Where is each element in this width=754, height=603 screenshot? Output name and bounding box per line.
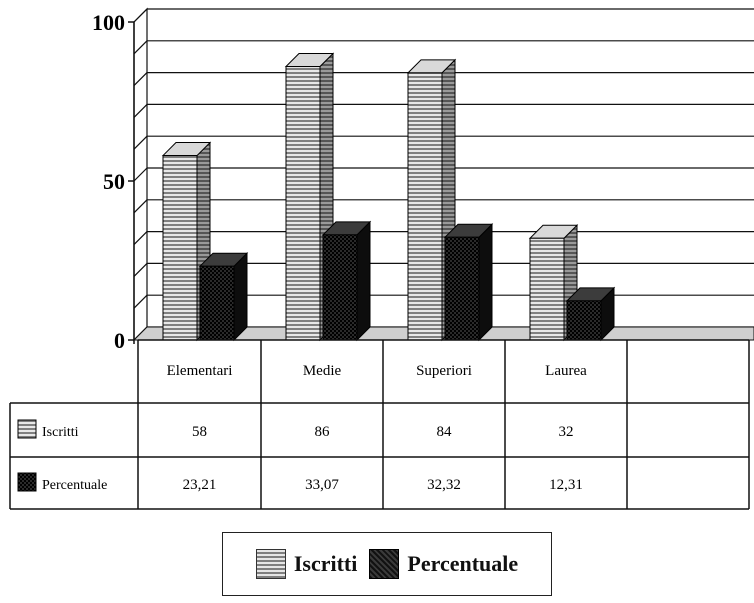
table-swatch-percentuale [17,472,37,492]
gridline-side [133,72,148,87]
data-label: 32 [559,424,574,440]
data-label: 84 [437,424,453,440]
y-tick-label: 0 [114,328,125,353]
gridline-side [133,103,148,118]
bar-percentuale [322,234,358,341]
legend-item-percentuale: Percentuale [369,549,518,579]
legend-swatch-iscritti [255,549,286,579]
gridline-side [133,231,148,246]
legend-swatch-percentuale [369,549,400,579]
bar-side-percentuale [233,251,248,342]
y-axis: 0 50 100 [92,10,134,353]
category-label: Superiori [416,363,472,379]
gridline-side [133,8,148,23]
table-row-label-iscritti: Iscritti [42,425,79,440]
gridline-side [133,135,148,150]
y-tick-label: 100 [92,10,125,35]
data-label: 86 [315,424,331,440]
legend-item-iscritti: Iscritti [255,549,358,579]
legend: Iscritti Percentuale [222,532,552,596]
data-label: 12,31 [549,477,583,493]
table-row-label-percentuale: Percentuale [42,478,107,493]
gridline-side [133,167,148,182]
bar-percentuale [199,265,235,341]
gridline-side [133,262,148,277]
bar-side-percentuale [356,220,371,342]
category-label: Laurea [545,363,587,379]
table-swatch-iscritti [17,419,37,439]
bar-iscritti [529,237,565,341]
bars [161,52,616,342]
data-label: 32,32 [427,477,461,493]
gridline-side [133,199,148,214]
data-table: Elementari Medie Superiori Laurea Iscritti 58… [9,339,750,510]
bar-percentuale [444,236,480,341]
bar-iscritti [162,155,198,341]
bar-iscritti [285,66,321,341]
gridline-side [133,40,148,55]
y-tick-label: 50 [103,169,125,194]
data-label: 58 [192,424,207,440]
gridline-side [133,294,148,309]
category-label: Elementari [167,363,233,379]
data-label: 33,07 [305,477,339,493]
data-label: 23,21 [183,477,217,493]
legend-label-iscritti: Iscritti [293,551,358,576]
bar-side-percentuale [478,223,493,342]
bar-percentuale [566,300,602,341]
legend-label-percentuale: Percentuale [407,551,519,576]
bar-iscritti [407,72,443,341]
category-label: Medie [303,363,342,379]
